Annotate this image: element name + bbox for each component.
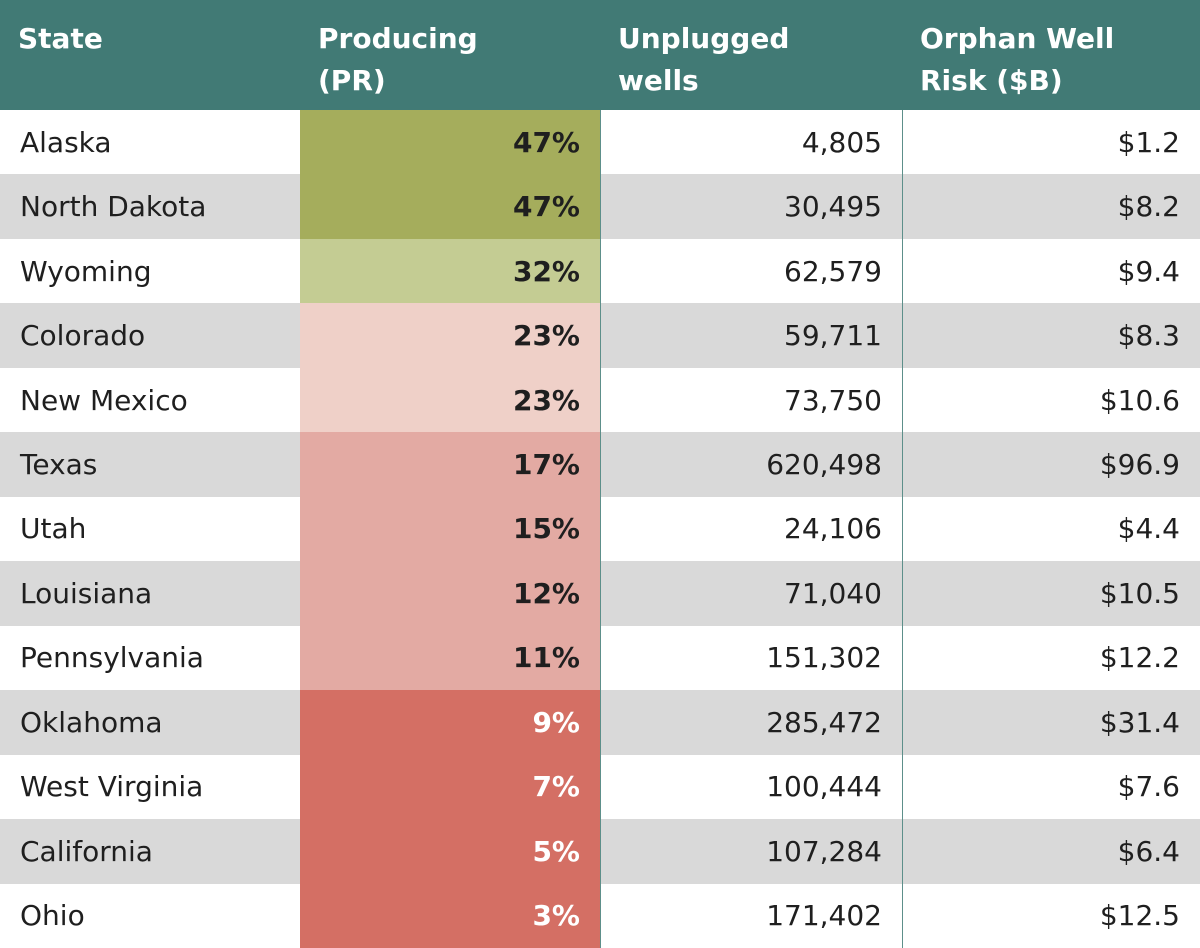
table-cell: 73,750: [600, 367, 902, 433]
table-cell: $10.6: [902, 367, 1200, 433]
table-cell: Wyoming: [20, 254, 152, 288]
table-row: Ohio 3% 171,402 $12.5: [0, 883, 1200, 948]
table-cell: 4,805: [600, 110, 902, 175]
header-text: Unplugged wells: [618, 22, 790, 97]
table-cell: Utah: [20, 512, 87, 546]
table-cell: 620,498: [600, 432, 902, 497]
table-cell: Pennsylvania: [20, 641, 204, 675]
table-cell: 47%: [300, 174, 600, 239]
table-cell: Louisiana: [20, 576, 153, 610]
table-cell: 100,444: [600, 754, 902, 820]
table-cell: 71,040: [600, 561, 902, 626]
table-cell: 23%: [300, 303, 600, 368]
table-cell: 107,284: [600, 819, 902, 884]
table-row: New Mexico 23% 73,750 $10.6: [0, 367, 1200, 433]
table-cell: 285,472: [600, 690, 902, 755]
header-cell: Unplugged wells: [600, 0, 902, 110]
table-row: Texas 17% 620,498 $96.9: [0, 432, 1200, 497]
table-cell: 32%: [300, 238, 600, 304]
table-cell: 59,711: [600, 303, 902, 368]
table-cell: 5%: [300, 819, 600, 884]
table-cell: Alaska: [20, 125, 112, 159]
table-cell: 24,106: [600, 496, 902, 562]
table-cell: $6.4: [902, 819, 1200, 884]
table-row: Alaska 47% 4,805 $1.2: [0, 110, 1200, 175]
table-row: Utah 15% 24,106 $4.4: [0, 496, 1200, 562]
table-row: California 5% 107,284 $6.4: [0, 819, 1200, 884]
table-cell: $31.4: [902, 690, 1200, 755]
table-row: Oklahoma 9% 285,472 $31.4: [0, 690, 1200, 755]
table-cell: New Mexico: [20, 383, 188, 417]
table-row: Pennsylvania 11% 151,302 $12.2: [0, 625, 1200, 691]
table-cell: 7%: [300, 754, 600, 820]
table-cell: $12.5: [902, 883, 1200, 948]
table-cell: California: [20, 834, 153, 868]
table-cell: Texas: [20, 448, 98, 482]
table-cell: 17%: [300, 432, 600, 497]
table-cell: $96.9: [902, 432, 1200, 497]
table-cell: 11%: [300, 625, 600, 691]
table-cell: 12%: [300, 561, 600, 626]
table-cell: $8.2: [902, 174, 1200, 239]
table-cell: 15%: [300, 496, 600, 562]
table-cell: $4.4: [902, 496, 1200, 562]
table-cell: Colorado: [20, 319, 146, 353]
table-cell: Ohio: [20, 899, 85, 933]
table-row: Colorado 23% 59,711 $8.3: [0, 303, 1200, 368]
header-text: Producing (PR): [318, 22, 478, 97]
table-cell: $7.6: [902, 754, 1200, 820]
table-cell: $10.5: [902, 561, 1200, 626]
table-row: Wyoming 32% 62,579 $9.4: [0, 238, 1200, 304]
header-cell: Producing (PR): [300, 0, 600, 110]
table-row: Louisiana 12% 71,040 $10.5: [0, 561, 1200, 626]
table-row: North Dakota 47% 30,495 $8.2: [0, 174, 1200, 239]
table-cell: $1.2: [902, 110, 1200, 175]
table-cell: North Dakota: [20, 190, 207, 224]
table-cell: 62,579: [600, 238, 902, 304]
table-cell: $12.2: [902, 625, 1200, 691]
table-cell: 47%: [300, 110, 600, 175]
table-cell: 23%: [300, 367, 600, 433]
header-cell: State: [0, 0, 300, 110]
table-cell: $8.3: [902, 303, 1200, 368]
table-row: West Virginia 7% 100,444 $7.6: [0, 754, 1200, 820]
header-cell: Orphan Well Risk ($B): [902, 0, 1200, 110]
table-cell: $9.4: [902, 238, 1200, 304]
table-cell: 171,402: [600, 883, 902, 948]
table-cell: West Virginia: [20, 770, 204, 804]
table-cell: 9%: [300, 690, 600, 755]
table-cell: 3%: [300, 883, 600, 948]
header-text: State: [18, 22, 103, 55]
table-cell: 30,495: [600, 174, 902, 239]
header-text: Orphan Well Risk ($B): [920, 22, 1115, 97]
table-cell: Oklahoma: [20, 705, 163, 739]
table-cell: 151,302: [600, 625, 902, 691]
header-row: State Producing (PR) Unplugged wells Orp…: [0, 0, 1200, 110]
